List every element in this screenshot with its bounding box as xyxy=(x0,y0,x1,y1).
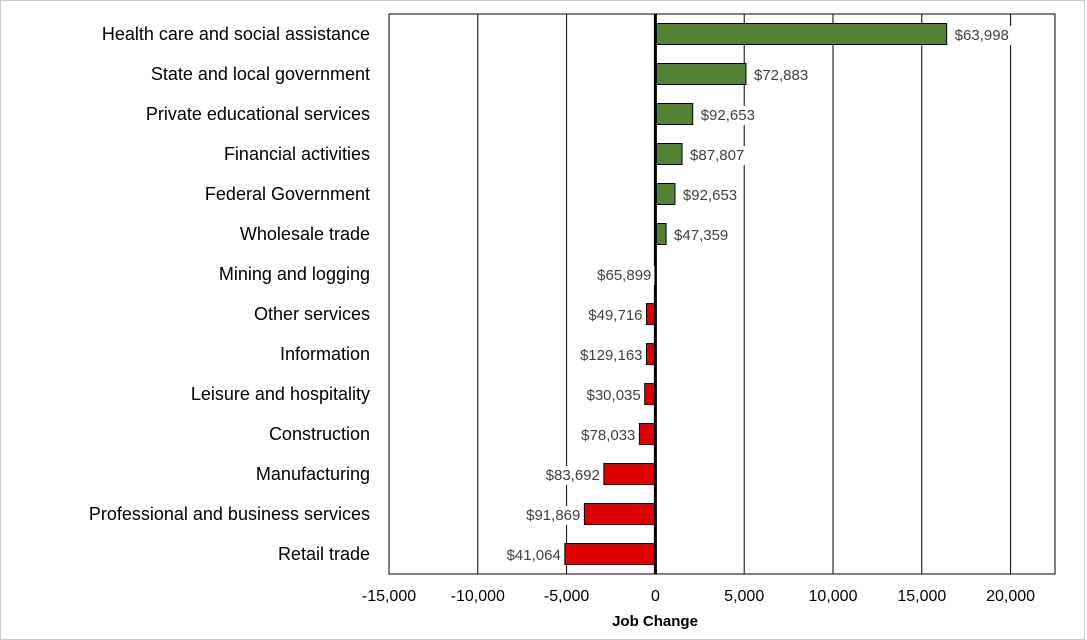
category-label: Mining and logging xyxy=(219,264,370,284)
data-label: $72,883 xyxy=(754,67,808,84)
data-label: $63,998 xyxy=(955,27,1009,44)
x-axis-title: Job Change xyxy=(612,613,698,630)
data-label: $92,653 xyxy=(683,187,737,204)
category-label: Financial activities xyxy=(224,144,370,164)
category-label: State and local government xyxy=(151,64,370,84)
data-label: $65,899 xyxy=(597,267,651,284)
category-label: Manufacturing xyxy=(256,464,370,484)
data-label-background xyxy=(523,506,584,525)
data-label-background xyxy=(951,26,1012,45)
category-label: Health care and social assistance xyxy=(102,24,370,44)
category-label: Leisure and hospitality xyxy=(191,384,370,404)
data-label-background xyxy=(585,306,646,325)
data-label-background xyxy=(679,186,741,205)
data-label: $92,653 xyxy=(701,107,755,124)
data-label-background xyxy=(576,346,646,365)
x-tick-label: 10,000 xyxy=(809,588,858,605)
category-label: Construction xyxy=(269,424,370,444)
data-label-background xyxy=(671,226,732,245)
data-label: $83,692 xyxy=(546,467,600,484)
data-label-background xyxy=(697,106,758,125)
data-label-group: $49,716 xyxy=(585,306,646,325)
data-label-background xyxy=(542,466,603,485)
data-label: $91,869 xyxy=(526,507,580,524)
data-label-group: $91,869 xyxy=(523,506,584,525)
category-label: Other services xyxy=(254,304,370,324)
bar xyxy=(638,423,656,445)
data-label-group: $78,033 xyxy=(578,426,639,445)
data-label: $47,359 xyxy=(674,227,728,244)
bar xyxy=(603,463,656,485)
bar xyxy=(654,23,948,45)
category-label: Retail trade xyxy=(278,544,370,564)
data-label-group: $41,064 xyxy=(503,546,564,565)
data-label-group: $129,163 xyxy=(576,346,646,365)
data-label-background xyxy=(583,386,644,405)
category-label: Private educational services xyxy=(146,104,370,124)
x-tick-label: 0 xyxy=(651,588,660,605)
data-label-group: $72,883 xyxy=(750,66,812,85)
category-label: Federal Government xyxy=(205,184,370,204)
bar xyxy=(654,103,694,125)
data-label: $87,807 xyxy=(690,147,744,164)
bar xyxy=(654,143,683,165)
data-label-background xyxy=(687,146,748,165)
data-label: $78,033 xyxy=(581,427,635,444)
data-label: $30,035 xyxy=(587,387,641,404)
data-label-group: $92,653 xyxy=(697,106,758,125)
bar xyxy=(654,223,667,245)
x-tick-label: 5,000 xyxy=(724,588,764,605)
category-label: Wholesale trade xyxy=(240,224,370,244)
data-label-group: $30,035 xyxy=(583,386,644,405)
plot-area xyxy=(388,13,1056,575)
data-label: $41,064 xyxy=(507,547,561,564)
bar xyxy=(564,543,656,565)
data-label-background xyxy=(578,426,639,445)
data-label-group: $65,899 xyxy=(594,266,655,285)
data-label-group: $63,998 xyxy=(951,26,1012,45)
x-tick-label: -10,000 xyxy=(451,588,505,605)
data-label-group: $83,692 xyxy=(542,466,603,485)
x-tick-label: -5,000 xyxy=(544,588,589,605)
x-tick-label: 20,000 xyxy=(986,588,1035,605)
data-label-background xyxy=(594,266,655,285)
x-tick-label: 15,000 xyxy=(897,588,946,605)
x-tick-label: -15,000 xyxy=(362,588,416,605)
data-label-group: $47,359 xyxy=(671,226,732,245)
data-label-group: $92,653 xyxy=(679,186,741,205)
bar xyxy=(644,383,656,405)
bar xyxy=(654,63,747,85)
bar xyxy=(583,503,656,525)
data-label-background xyxy=(503,546,564,565)
data-label: $129,163 xyxy=(580,347,643,364)
bar xyxy=(654,183,676,205)
category-label: Professional and business services xyxy=(89,504,370,524)
data-label: $49,716 xyxy=(588,307,642,324)
category-label: Information xyxy=(280,344,370,364)
data-label-background xyxy=(750,66,812,85)
data-label-group: $87,807 xyxy=(687,146,748,165)
